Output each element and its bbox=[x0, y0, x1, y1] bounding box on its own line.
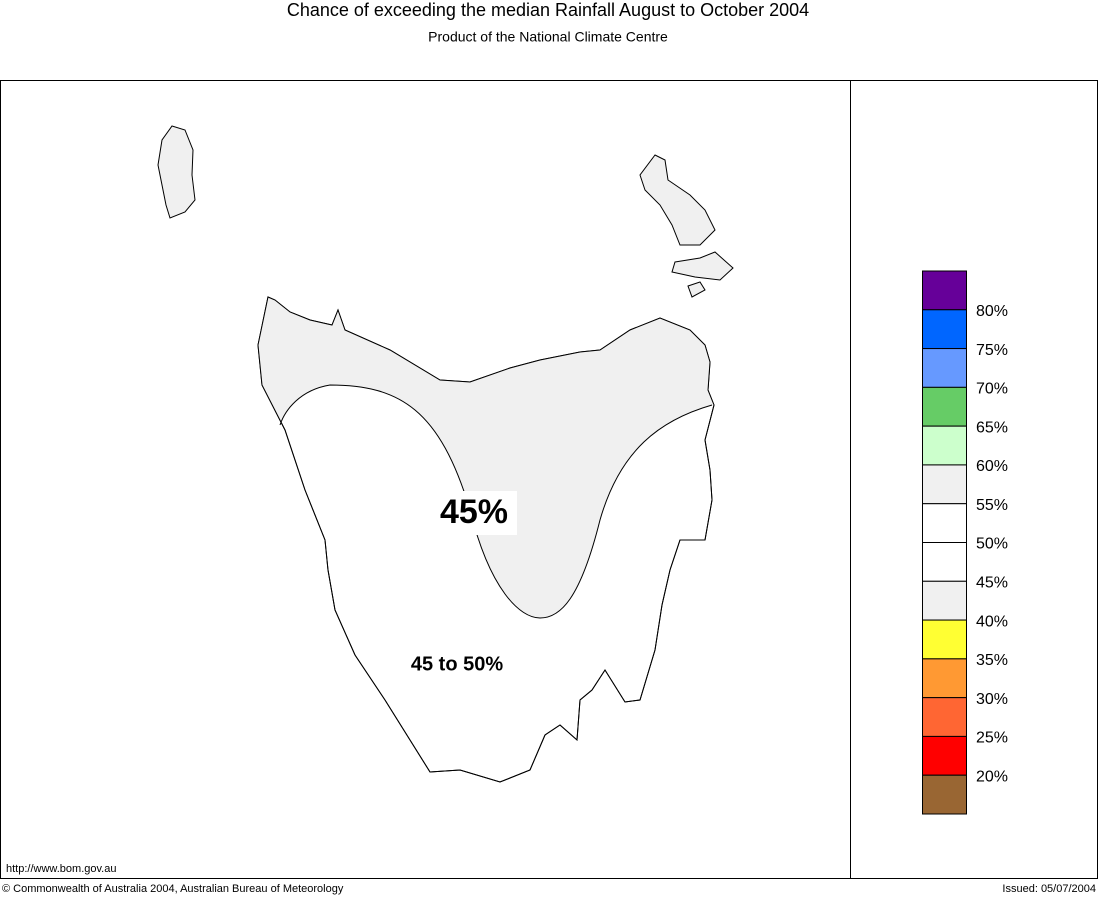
legend-label: 75% bbox=[976, 342, 1008, 359]
legend-label: 65% bbox=[976, 419, 1008, 436]
legend-swatch bbox=[922, 348, 967, 388]
legend-swatch bbox=[922, 386, 967, 427]
issued: Issued: 05/07/2004 bbox=[1002, 883, 1096, 895]
coastline bbox=[257, 296, 715, 783]
subtitle: Product of the National Climate Centre bbox=[428, 29, 668, 45]
copyright: © Commonwealth of Australia 2004, Austra… bbox=[2, 883, 344, 895]
legend-label: 30% bbox=[976, 691, 1008, 708]
frame bbox=[0, 80, 1098, 879]
legend-label: 20% bbox=[976, 768, 1008, 785]
contour-label: 45% bbox=[440, 493, 508, 531]
legend-label: 55% bbox=[976, 497, 1008, 514]
legend-swatch bbox=[922, 658, 967, 699]
legend-swatch bbox=[922, 270, 967, 311]
legend-label: 60% bbox=[976, 458, 1008, 475]
king-island bbox=[157, 125, 196, 219]
legend-swatch bbox=[922, 697, 967, 737]
title: Chance of exceeding the median Rainfall … bbox=[287, 0, 809, 20]
legend: 80% 75% 70% 65% 60% 55% 50% 45% 40% 35% 30% 25% 20% bbox=[922, 270, 1008, 815]
legend-swatch bbox=[922, 464, 967, 505]
flinders-island bbox=[639, 154, 716, 246]
url: http://www.bom.gov.au bbox=[6, 863, 116, 875]
label-box bbox=[433, 491, 517, 535]
contour bbox=[279, 384, 713, 619]
cape-barren-island bbox=[671, 251, 734, 281]
legend-swatch bbox=[922, 503, 967, 544]
legend-swatch bbox=[922, 425, 967, 466]
clarke-island bbox=[687, 281, 706, 298]
legend-label: 80% bbox=[976, 303, 1008, 320]
region-40-45 bbox=[258, 297, 714, 618]
legend-label: 50% bbox=[976, 536, 1008, 553]
legend-label: 40% bbox=[976, 613, 1008, 630]
legend-label: 25% bbox=[976, 730, 1008, 747]
region-label: 45 to 50% bbox=[411, 653, 503, 675]
legend-swatch bbox=[922, 580, 967, 621]
legend-swatch bbox=[922, 619, 967, 660]
legend-swatch bbox=[922, 774, 967, 815]
legend-label: 70% bbox=[976, 381, 1008, 398]
legend-swatch bbox=[922, 735, 967, 776]
legend-label: 45% bbox=[976, 575, 1008, 592]
legend-swatch bbox=[922, 542, 967, 582]
legend-swatch bbox=[922, 309, 967, 350]
map: 45% 45 to 50% bbox=[157, 125, 734, 783]
legend-label: 35% bbox=[976, 652, 1008, 669]
